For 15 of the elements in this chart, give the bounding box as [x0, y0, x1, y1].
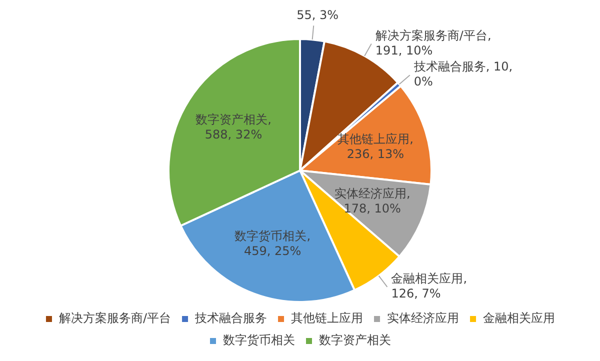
data-label: 实体经济应用, 178, 10%: [334, 186, 410, 216]
legend-label: 技术融合服务: [194, 311, 268, 326]
legend-label: 其他链上应用: [291, 311, 364, 326]
data-label: 数字资产相关, 588, 32%: [196, 112, 272, 142]
legend-label: 金融相关应用: [483, 311, 556, 326]
data-label: 技术融合服务, 10, 0%: [412, 60, 513, 89]
data-label: 解决方案服务商/平台, 191, 10%: [375, 28, 492, 58]
legend-label: 数字货币相关: [223, 333, 295, 348]
legend-label: 数字资产相关: [319, 333, 391, 348]
legend-label: 解决方案服务商/平台: [58, 311, 172, 326]
data-label: 金融相关应用, 126, 7%: [391, 272, 468, 301]
data-label: 数字货币相关, 459, 25%: [234, 229, 311, 258]
data-label: 55, 3%: [296, 8, 339, 22]
legend-label: 实体经济应用: [387, 311, 460, 326]
data-label: 其他链上应用, 236, 13%: [338, 132, 414, 162]
